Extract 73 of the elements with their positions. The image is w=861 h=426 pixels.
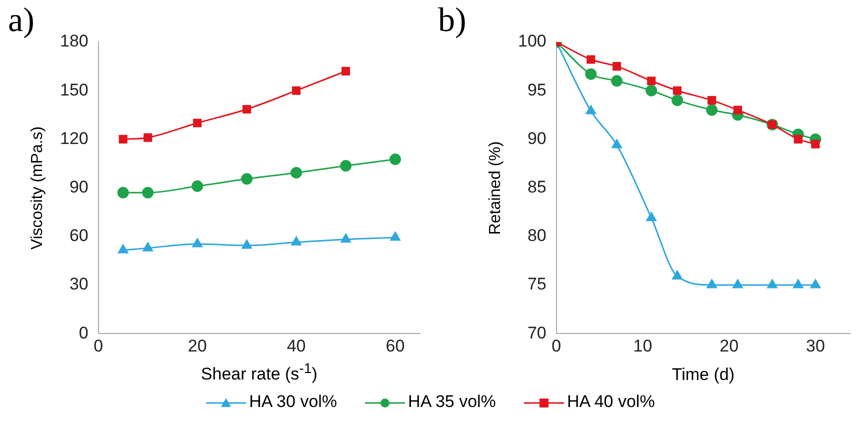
point (733, 106, 742, 114)
point (708, 96, 716, 105)
point (646, 84, 658, 96)
point (647, 76, 656, 86)
x-tick-label: 20 (188, 336, 207, 356)
point (193, 118, 202, 128)
point (390, 232, 400, 241)
chart-title: b) (438, 2, 466, 40)
point (767, 279, 778, 288)
point (585, 68, 597, 80)
point (810, 279, 821, 288)
point (340, 234, 351, 243)
point (611, 75, 623, 87)
y-axis-title: Retained (%) (487, 141, 506, 234)
legend-label: HA 30 vol% (249, 392, 338, 411)
point (811, 140, 820, 148)
point (612, 62, 622, 71)
y-tick-label: 80 (527, 226, 546, 246)
y-tick-label: 180 (60, 32, 88, 51)
x-tick-label: 0 (552, 336, 562, 356)
x-axis-title: Time (d) (672, 365, 734, 385)
point (672, 94, 684, 106)
point (341, 66, 350, 76)
point (390, 154, 402, 166)
x-tick-label: 40 (286, 336, 306, 356)
point (732, 279, 743, 288)
y-tick-label: 70 (527, 323, 546, 342)
point (292, 86, 301, 95)
y-tick-label: 90 (527, 128, 546, 148)
y-tick-label: 30 (69, 274, 88, 294)
y-tick-label: 120 (60, 128, 88, 148)
y-tick-label: 60 (69, 226, 88, 246)
point (793, 279, 804, 288)
point (672, 270, 682, 280)
point (672, 86, 682, 95)
point (117, 186, 129, 198)
legend-label: HA 35 vol% (408, 392, 496, 411)
y-axis-title: Viscosity (mPa.s) (29, 126, 48, 250)
point (706, 104, 718, 116)
point (291, 236, 302, 246)
point (340, 160, 352, 172)
point (242, 104, 252, 114)
point (142, 242, 153, 252)
x-tick-label: 30 (806, 336, 825, 356)
point (794, 134, 802, 144)
y-tick-label: 90 (69, 177, 88, 196)
point (192, 238, 202, 248)
point (646, 212, 656, 222)
chart-title: a) (8, 2, 34, 40)
point (586, 55, 596, 64)
point (144, 133, 152, 142)
legend-label: HA 40 vol% (566, 392, 655, 411)
x-tick-label: 10 (633, 336, 652, 356)
x-tick-label: 0 (94, 336, 104, 356)
y-tick-label: 150 (60, 80, 88, 100)
point (118, 134, 128, 144)
y-tick-label: 95 (527, 80, 546, 100)
x-tick-label: 20 (720, 336, 739, 356)
point (290, 166, 302, 178)
x-axis-title: Shear rate (s$^{-1}$) (200, 361, 318, 385)
point (142, 186, 154, 198)
point (612, 139, 622, 148)
point (242, 240, 252, 249)
point (241, 173, 253, 185)
y-tick-label: 85 (527, 177, 546, 196)
x-tick-label: 60 (386, 336, 405, 356)
y-tick-label: 75 (527, 274, 546, 294)
point (586, 105, 596, 114)
point (706, 279, 717, 288)
point (192, 180, 204, 192)
point (118, 244, 128, 254)
y-tick-label: 0 (78, 323, 88, 342)
y-tick-label: 100 (518, 32, 546, 51)
